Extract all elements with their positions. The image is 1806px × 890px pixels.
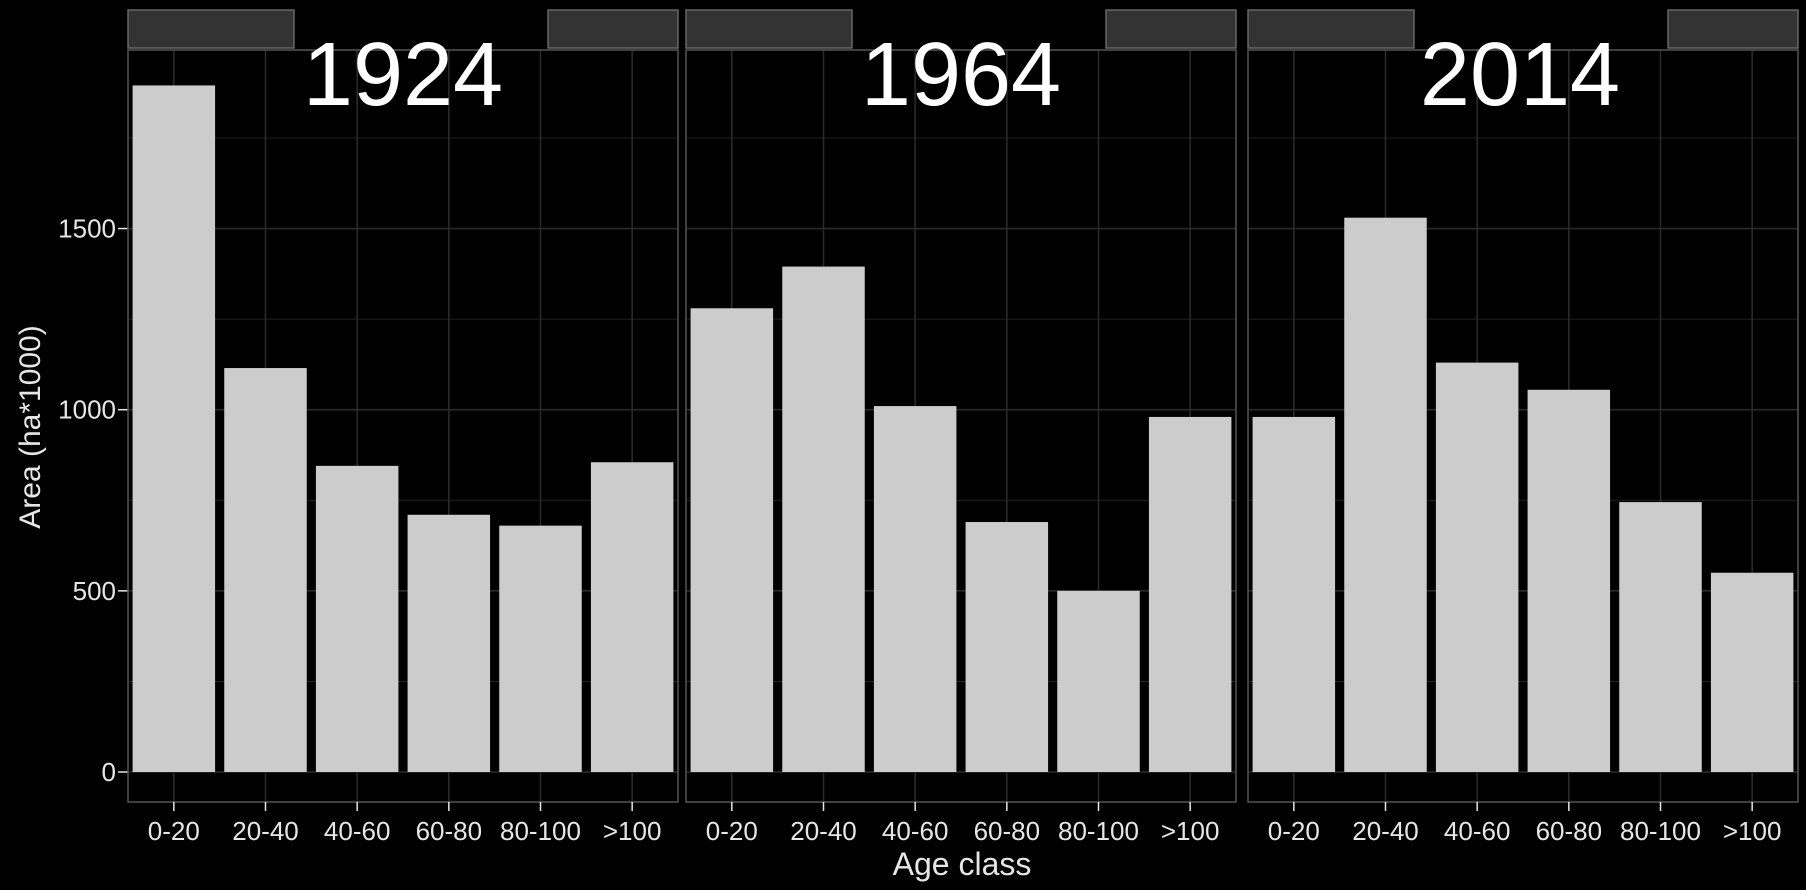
x-tick-label: 80-100 <box>500 816 581 846</box>
bar <box>1148 416 1232 772</box>
x-tick-label: 60-80 <box>416 816 483 846</box>
facet-strip-right <box>1105 9 1237 49</box>
x-tick-label: 40-60 <box>1444 816 1511 846</box>
panel-background <box>686 50 1236 802</box>
x-tick-label: 80-100 <box>1058 816 1139 846</box>
bar <box>690 308 774 772</box>
bar <box>407 514 491 772</box>
bar <box>873 406 957 772</box>
bar <box>1252 416 1336 772</box>
bar <box>1619 502 1702 772</box>
bar <box>1344 217 1427 772</box>
x-axis-label: Age class <box>893 846 1032 882</box>
y-tick-label: 1500 <box>58 214 116 244</box>
x-tick-label: 0-20 <box>1268 816 1320 846</box>
facet-strip-left <box>127 9 295 49</box>
x-tick-label: 60-80 <box>974 816 1041 846</box>
facet-strip-right <box>1667 9 1799 49</box>
x-tick-label: 40-60 <box>882 816 949 846</box>
bar <box>1527 389 1611 772</box>
bar <box>315 465 399 772</box>
bar <box>499 525 582 772</box>
x-tick-label: >100 <box>603 816 662 846</box>
facet-strip-left <box>685 9 853 49</box>
x-tick-label: 80-100 <box>1620 816 1701 846</box>
panel-border <box>1247 49 1799 803</box>
bar <box>965 522 1049 772</box>
panel-background <box>1248 50 1798 802</box>
panel-border <box>685 49 1237 803</box>
x-tick-label: 20-40 <box>1352 816 1419 846</box>
bar <box>590 462 674 772</box>
panel-border <box>127 49 679 803</box>
facet-strip-right <box>547 9 679 49</box>
bar <box>782 266 865 772</box>
x-tick-label: 40-60 <box>324 816 391 846</box>
x-tick-label: 20-40 <box>790 816 857 846</box>
panel-title: 1964 <box>861 25 1061 125</box>
bar <box>224 368 307 772</box>
x-tick-label: 60-80 <box>1536 816 1603 846</box>
x-tick-label: 0-20 <box>148 816 200 846</box>
bar <box>1710 572 1794 772</box>
y-tick-label: 0 <box>102 757 116 787</box>
x-tick-label: >100 <box>1723 816 1782 846</box>
y-tick-label: 1000 <box>58 395 116 425</box>
y-tick-label: 500 <box>73 576 116 606</box>
x-tick-label: 20-40 <box>232 816 299 846</box>
x-tick-label: >100 <box>1161 816 1220 846</box>
bar <box>132 85 216 772</box>
facet-strip-left <box>1247 9 1415 49</box>
x-tick-label: 0-20 <box>706 816 758 846</box>
panel-title: 1924 <box>303 25 503 125</box>
bar <box>1435 362 1519 772</box>
panel-title: 2014 <box>1420 25 1620 125</box>
panel-background <box>128 50 678 802</box>
y-axis-label: Area (ha*1000) <box>14 325 47 528</box>
bar <box>1057 590 1140 772</box>
